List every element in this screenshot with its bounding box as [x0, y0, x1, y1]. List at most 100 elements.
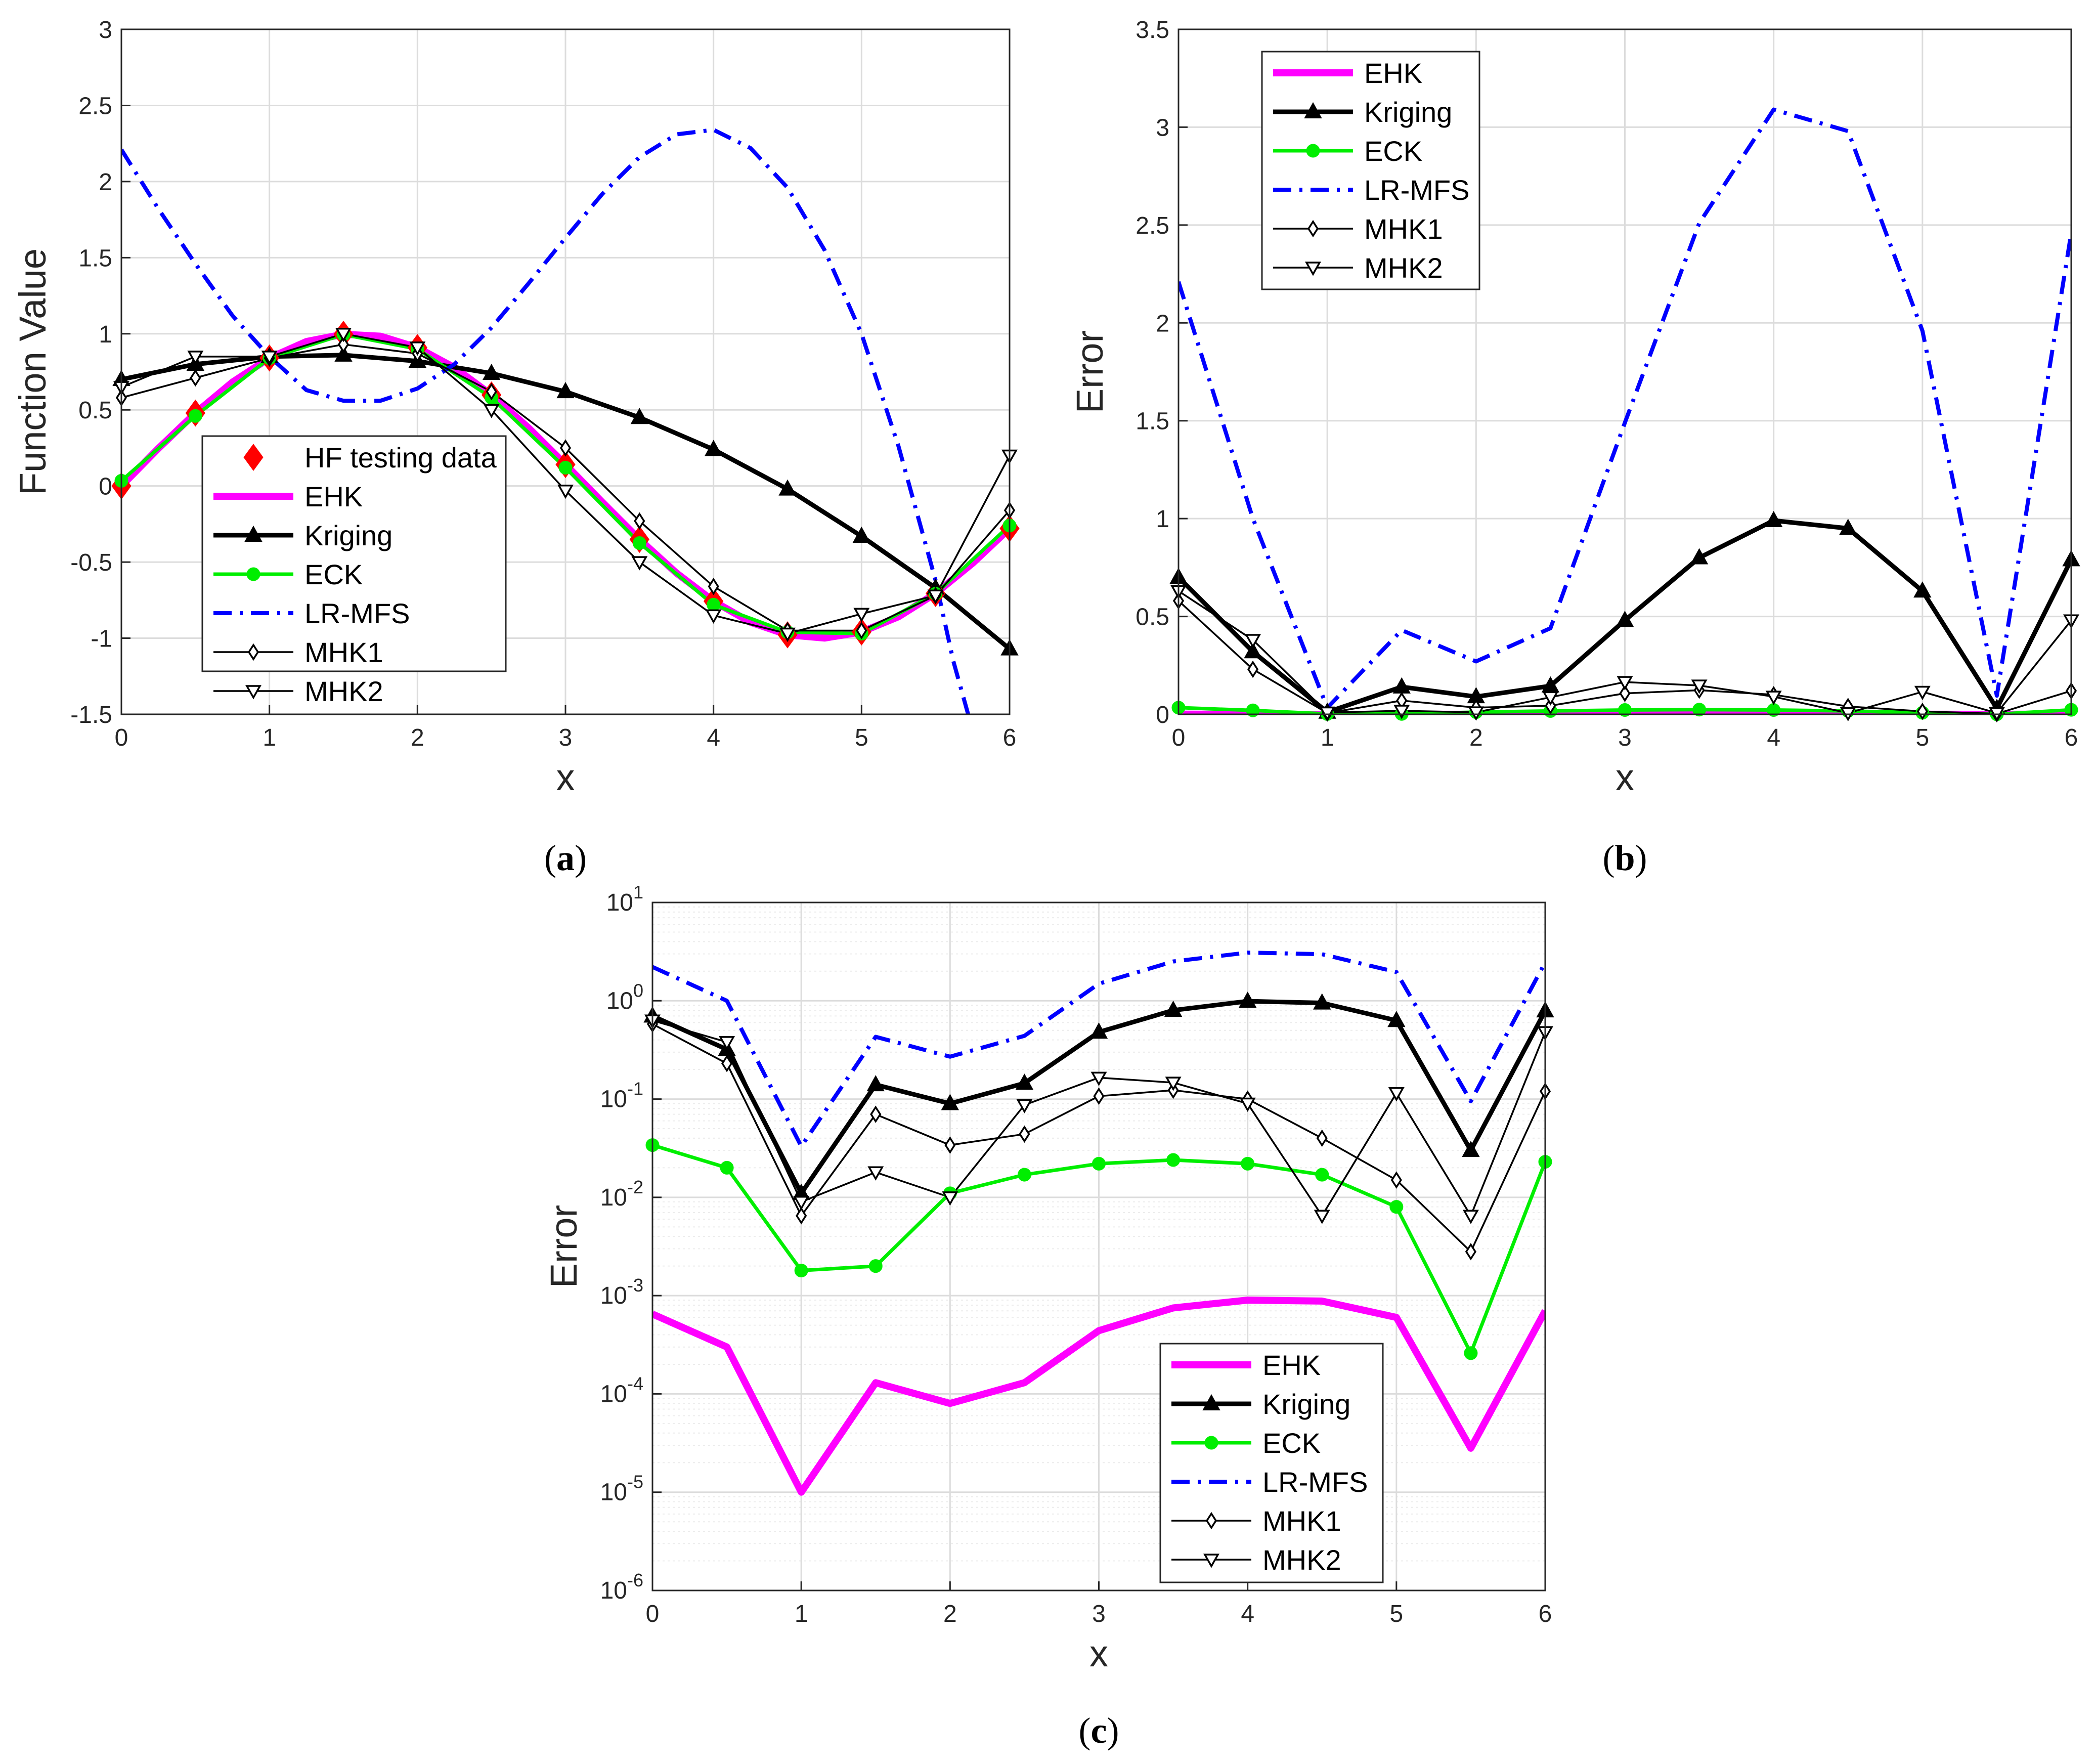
data-point-kriging — [630, 408, 649, 424]
legend-label: MHK1 — [1262, 1505, 1341, 1537]
data-point-kriging — [941, 1094, 959, 1110]
data-point-mhk2 — [705, 609, 722, 624]
data-point-mhk2 — [1245, 634, 1261, 649]
y-tick-label: 2 — [1156, 310, 1169, 337]
data-point-eck — [1618, 703, 1632, 717]
data-point-eck — [707, 597, 721, 612]
data-point-kriging — [852, 526, 871, 543]
legend: EHK Kriging ECK LR-MFS MHK1 MHK2 — [1159, 1343, 1384, 1583]
legend-label: LR-MFS — [1364, 174, 1469, 206]
x-tick-label: 4 — [1767, 724, 1780, 751]
x-axis-label: x — [556, 756, 575, 798]
data-point-kriging — [1462, 1141, 1480, 1157]
data-point-mhk2 — [1765, 691, 1782, 705]
data-point-mhk1 — [1093, 1087, 1105, 1105]
x-tick-label: 4 — [707, 724, 720, 751]
y-tick-label: 3 — [99, 17, 112, 44]
data-point-kriging — [1238, 992, 1257, 1008]
data-point-mhk1 — [337, 335, 350, 354]
x-tick-label: 6 — [1003, 724, 1017, 751]
data-point-mhk1 — [1390, 1171, 1402, 1189]
data-point-eck — [1315, 1168, 1329, 1182]
data-point-mhk1 — [1316, 1129, 1328, 1147]
data-point-mhk2 — [187, 351, 204, 365]
x-tick-label: 2 — [1469, 724, 1483, 751]
y-tick-label: 10-5 — [600, 1472, 643, 1506]
axes-frame — [651, 901, 1546, 1591]
data-point-mhk1 — [856, 622, 867, 639]
data-point-eck — [1166, 1153, 1181, 1167]
legend-marker — [244, 525, 263, 542]
y-tick-label: 0.5 — [1136, 604, 1169, 631]
y-tick-label: 0.5 — [78, 397, 112, 424]
data-point-mhk2 — [1239, 1097, 1256, 1112]
data-point-kriging — [778, 479, 797, 496]
y-tick-label: 2 — [99, 169, 112, 196]
y-tick-label: -1.5 — [70, 702, 112, 728]
legend-label: ECK — [304, 558, 363, 590]
y-tick-label: 10-6 — [600, 1570, 643, 1604]
legend-box — [1159, 1343, 1384, 1583]
legend-box — [201, 435, 507, 672]
x-tick-label: 4 — [1241, 1601, 1254, 1627]
data-point-mhk1 — [559, 439, 572, 457]
y-tick-label: 10-4 — [600, 1373, 643, 1407]
legend-marker — [1305, 262, 1321, 276]
data-point-kriging — [1913, 581, 1932, 598]
legend-marker — [246, 567, 260, 581]
data-point-kriging — [1089, 1022, 1108, 1039]
y-tick-label: 10-3 — [600, 1275, 643, 1309]
x-tick-label: 5 — [855, 724, 868, 751]
data-point-mhk2 — [261, 351, 278, 365]
data-point-mhk1 — [486, 382, 497, 401]
data-point-mhk2 — [1388, 1087, 1405, 1102]
data-point-mhk1 — [1619, 684, 1631, 702]
data-point-mhk1 — [944, 1136, 956, 1154]
marker-layer — [111, 320, 1020, 656]
x-tick-label: 2 — [943, 1601, 957, 1627]
y-tick-label: 2.5 — [1136, 212, 1169, 239]
y-tick-label: 10-1 — [600, 1079, 643, 1113]
x-axis-label: x — [1616, 756, 1634, 798]
data-point-eck — [188, 409, 202, 423]
legend-box — [1261, 51, 1480, 290]
data-point-eck — [632, 536, 646, 550]
data-point-eck — [868, 1259, 883, 1273]
y-tick-label: 0 — [99, 474, 112, 500]
data-point-mhk2 — [1090, 1071, 1107, 1086]
y-tick-label: -0.5 — [70, 549, 112, 576]
legend-label: Kriging — [1262, 1388, 1350, 1420]
data-point-kriging — [1387, 1011, 1406, 1027]
data-point-mhk2 — [631, 556, 648, 571]
x-tick-label: 6 — [1539, 1601, 1552, 1627]
data-point-mhk2 — [793, 1195, 810, 1211]
data-point-kriging — [1764, 510, 1783, 528]
data-point-mhk2 — [927, 589, 944, 604]
x-tick-label: 3 — [559, 724, 573, 751]
legend-marker — [1204, 1436, 1218, 1450]
legend-label: MHK1 — [304, 636, 383, 668]
data-point-eck — [1692, 703, 1707, 717]
data-point-mhk2 — [1691, 679, 1708, 694]
data-point-mhk2 — [1319, 706, 1336, 721]
data-point-kriging — [1839, 519, 1857, 535]
data-point-mhk2 — [1914, 685, 1931, 701]
data-point-mhk2 — [335, 328, 352, 342]
data-point-eck — [1017, 1168, 1031, 1182]
y-tick-label: 2.5 — [78, 93, 112, 119]
data-point-mhk2 — [853, 608, 870, 622]
data-point-mhk2 — [1617, 676, 1633, 691]
data-point-kriging — [334, 345, 353, 362]
x-axis-label: x — [1089, 1632, 1108, 1674]
y-tick-label: 1 — [1156, 506, 1169, 533]
data-point-kriging — [1015, 1073, 1034, 1090]
legend-label: Kriging — [1364, 96, 1452, 128]
data-point-kriging — [482, 363, 501, 380]
data-point-eck — [1389, 1200, 1404, 1214]
series-line-ehk — [652, 1297, 1545, 1496]
legend-label: MHK1 — [1364, 213, 1443, 245]
y-tick-label: 101 — [606, 882, 643, 916]
data-point-mhk2 — [1393, 705, 1410, 719]
data-point-mhk2 — [483, 404, 500, 418]
